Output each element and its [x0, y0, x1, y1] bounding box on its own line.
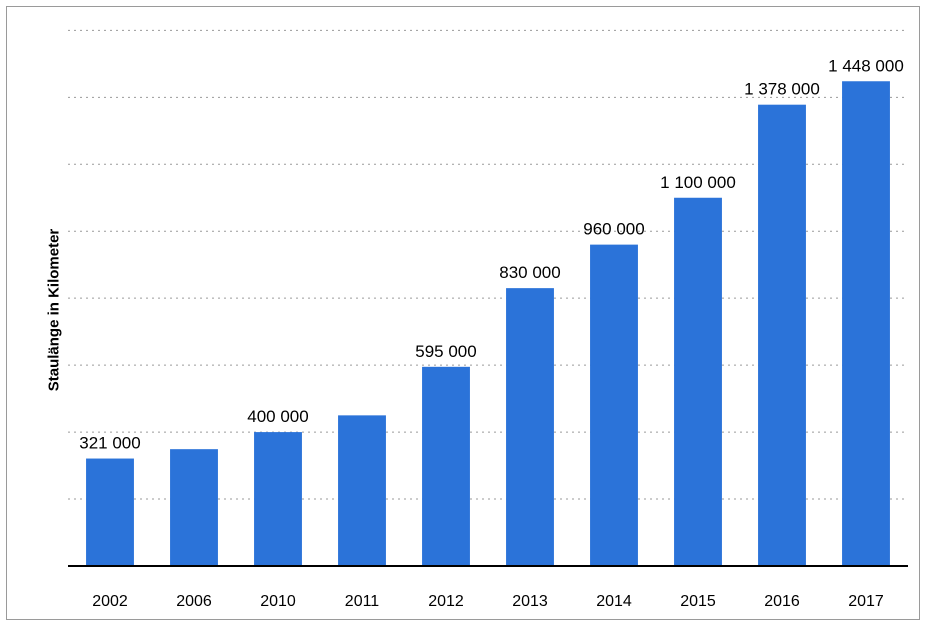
bar-2014	[590, 244, 638, 567]
x-tick-2010: 2010	[260, 593, 296, 610]
bar-2010	[254, 432, 302, 566]
x-tick-2017: 2017	[848, 593, 884, 610]
bar-2016	[758, 104, 806, 567]
bar-2013	[506, 288, 554, 566]
value-labels: 321 000 400 000 595 000 830 000 960 000 1 100…	[79, 56, 904, 452]
x-tick-2015: 2015	[680, 593, 716, 610]
value-label-2017: 1 448 000	[828, 56, 904, 75]
value-label-2015: 1 100 000	[660, 173, 736, 192]
x-tick-2016: 2016	[764, 593, 800, 610]
value-label-2014: 960 000	[583, 220, 644, 239]
bar-2015	[674, 197, 722, 566]
x-tick-2006: 2006	[176, 593, 212, 610]
x-tick-2002: 2002	[92, 593, 128, 610]
x-tick-2014: 2014	[596, 593, 632, 610]
bar-2011	[338, 415, 386, 566]
bar-2012	[422, 366, 470, 566]
x-tick-labels: 2002 2006 2010 2011 2012 2013 2014 2015 2016 2017	[92, 593, 884, 610]
value-label-2010: 400 000	[247, 407, 308, 426]
value-label-2002: 321 000	[79, 434, 140, 453]
bar-2002	[86, 458, 134, 566]
x-tick-2011: 2011	[345, 593, 380, 610]
x-tick-2013: 2013	[512, 593, 548, 610]
bar-2017	[842, 81, 890, 566]
value-label-2016: 1 378 000	[744, 80, 820, 99]
value-label-2012: 595 000	[415, 342, 476, 361]
bars	[86, 81, 890, 567]
x-tick-2012: 2012	[428, 593, 464, 610]
value-label-2013: 830 000	[499, 263, 560, 282]
bar-2006	[170, 449, 218, 566]
